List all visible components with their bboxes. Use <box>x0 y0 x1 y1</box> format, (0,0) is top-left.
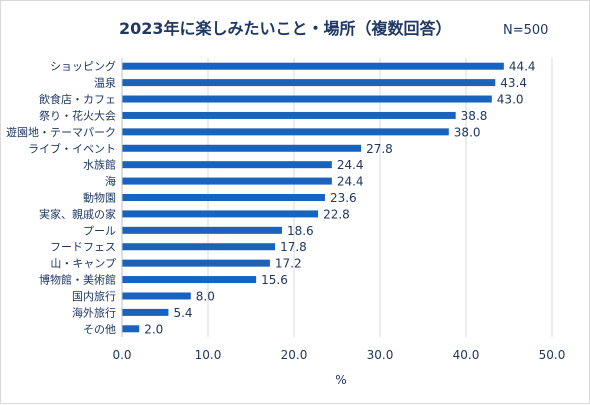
bar <box>122 144 362 152</box>
bar <box>122 128 449 136</box>
value-label: 2.0 <box>144 322 163 336</box>
value-label: 24.4 <box>337 158 364 172</box>
x-tick-label: 30.0 <box>367 348 394 362</box>
category-label: ショッピング <box>50 59 116 73</box>
value-label: 38.0 <box>454 125 481 139</box>
value-label: 43.0 <box>497 93 524 107</box>
bar <box>122 161 332 169</box>
category-label: 海 <box>105 174 116 188</box>
category-label: 温泉 <box>94 76 116 90</box>
bar <box>122 259 270 267</box>
category-label: 水族館 <box>83 158 116 172</box>
bar <box>122 308 169 316</box>
bar <box>122 194 325 201</box>
bar <box>122 325 140 333</box>
category-label: プール <box>83 224 116 237</box>
category-label: 動物園 <box>83 191 116 205</box>
chart-title: 2023年に楽しみたいこと・場所（複数回答） <box>119 19 452 38</box>
category-label: 博物館・美術館 <box>39 273 116 287</box>
bar <box>122 243 276 251</box>
value-label: 17.2 <box>275 257 302 271</box>
value-label: 23.6 <box>330 191 357 205</box>
category-label: ライブ・イベント <box>28 141 116 155</box>
x-tick-label: 50.0 <box>539 348 566 362</box>
value-label: 15.6 <box>261 273 288 287</box>
category-label: 実家、親戚の家 <box>39 207 116 221</box>
bar <box>122 276 257 284</box>
value-label: 18.6 <box>287 224 314 238</box>
bar <box>122 226 282 234</box>
sample-size-label: N=500 <box>503 23 549 38</box>
category-label: フードフェス <box>50 241 116 254</box>
category-label: 国内旅行 <box>72 289 116 303</box>
value-label: 24.4 <box>337 175 364 189</box>
category-label: 祭り・花火大会 <box>39 108 116 122</box>
category-label: 遊園地・テーマパーク <box>6 125 116 139</box>
bar <box>122 79 496 87</box>
bar <box>122 210 319 218</box>
value-label: 38.8 <box>461 109 488 123</box>
x-tick-label: 20.0 <box>281 348 308 362</box>
value-label: 17.8 <box>280 240 307 254</box>
bar <box>122 292 191 300</box>
bar <box>122 95 492 103</box>
x-tick-label: 40.0 <box>453 348 480 362</box>
value-label: 5.4 <box>173 306 192 320</box>
value-label: 22.8 <box>323 207 350 221</box>
x-tick-label: 10.0 <box>195 348 222 362</box>
x-axis-label: % <box>335 373 346 387</box>
category-label: その他 <box>83 323 116 336</box>
bar <box>122 62 504 70</box>
bar <box>122 177 332 185</box>
x-tick-label: 0.0 <box>112 348 131 362</box>
value-label: 8.0 <box>196 289 215 303</box>
value-label: 44.4 <box>509 60 536 74</box>
bar <box>122 111 456 119</box>
category-label: 海外旅行 <box>72 305 116 319</box>
value-label: 43.4 <box>500 76 527 90</box>
value-label: 27.8 <box>366 142 393 156</box>
category-label: 飲食店・カフェ <box>39 92 116 106</box>
category-label: 山・キャンプ <box>50 257 116 270</box>
